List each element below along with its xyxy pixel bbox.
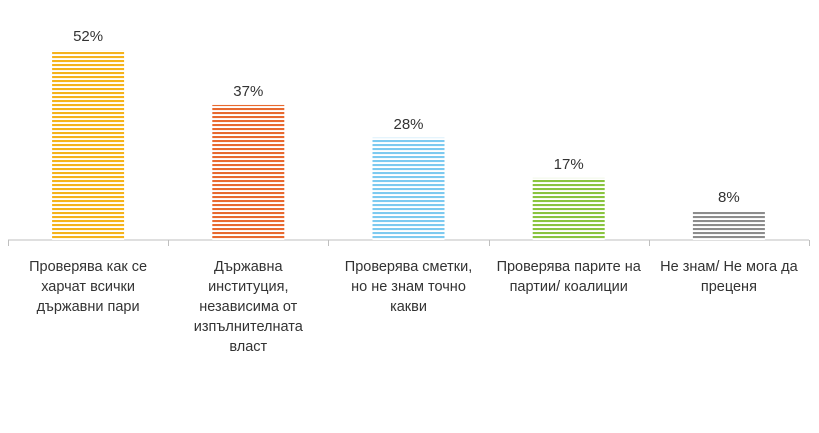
bar-1 <box>52 50 125 241</box>
category-label-line: власт <box>229 339 267 355</box>
data-label-2: 37% <box>233 83 263 100</box>
category-label-4: Проверява парите на партии/ коалиции <box>497 259 642 295</box>
category-label-line: институция, <box>208 279 288 295</box>
category-label-line: независима от <box>199 299 297 315</box>
data-label-1: 52% <box>73 28 103 45</box>
data-label-5: 8% <box>718 189 740 206</box>
category-label-line: преценя <box>701 279 757 295</box>
category-label-line: държавни пари <box>37 299 140 315</box>
category-label-3: Проверява сметки, но не знам точно какви <box>345 259 472 315</box>
category-label-line: Не знам/ Не мога да <box>660 259 798 275</box>
category-label-1: Проверява как се харчат всички държавни па… <box>29 259 147 315</box>
category-label-line: какви <box>390 299 427 315</box>
category-label-line: Проверява сметки, <box>345 259 472 275</box>
category-label-line: харчат всички <box>41 279 135 295</box>
category-label-line: но не знам точно <box>351 279 466 295</box>
bar-2 <box>212 104 285 240</box>
category-label-line: партии/ коалиции <box>510 279 628 295</box>
category-label-line: Проверява как се <box>29 259 147 275</box>
category-label-2: Държавна институция, независима от изпълнит… <box>194 259 304 355</box>
bar-4 <box>532 177 605 240</box>
category-label-5: Не знам/ Не мога да преценя <box>660 259 798 295</box>
bar-3 <box>372 137 445 240</box>
category-label-line: изпълнителната <box>194 319 304 335</box>
data-label-4: 17% <box>554 156 584 173</box>
category-label-line: Държавна <box>214 259 283 275</box>
bar-5 <box>692 210 765 240</box>
data-label-3: 28% <box>393 116 423 133</box>
category-label-line: Проверява парите на <box>497 259 642 275</box>
